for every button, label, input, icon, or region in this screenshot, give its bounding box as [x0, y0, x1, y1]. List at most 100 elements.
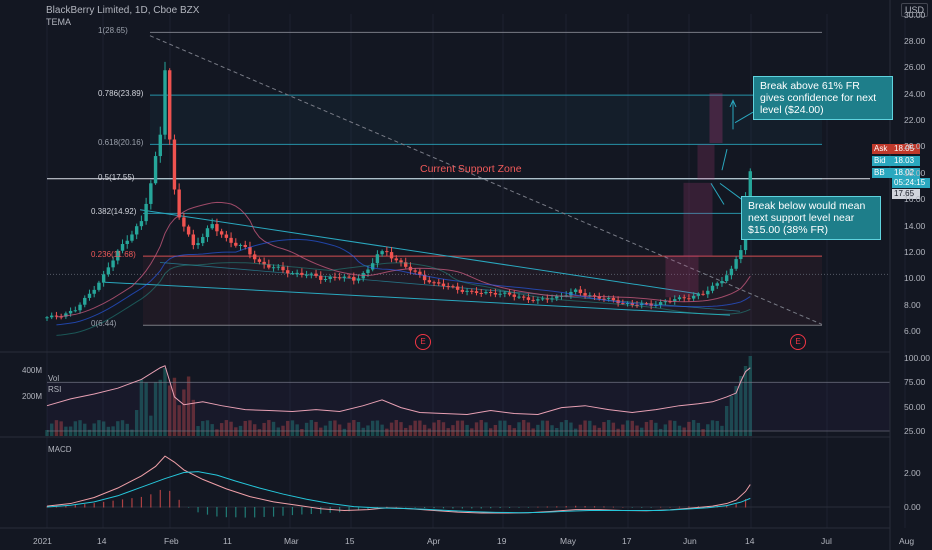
down-arrow	[710, 183, 725, 205]
time-tick-label: May	[560, 536, 577, 546]
candle-body	[134, 226, 139, 235]
volume-bar	[437, 420, 441, 436]
moving-average-line	[56, 201, 751, 318]
candle-body	[366, 269, 370, 274]
chart-title: BlackBerry Limited, 1D, Cboe BZX	[46, 5, 200, 16]
volume-bar	[498, 420, 502, 436]
candle-body	[130, 234, 134, 241]
volume-bar	[488, 428, 493, 436]
volume-bar	[507, 425, 512, 436]
bid-label: Bid	[872, 156, 892, 166]
candle-body	[470, 290, 474, 292]
volume-bar	[106, 426, 111, 436]
candle-body	[503, 292, 507, 294]
candle-body	[92, 289, 96, 294]
volume-label: Vol	[48, 374, 60, 383]
upper-wedge-line	[139, 209, 701, 295]
volume-bar	[569, 422, 573, 436]
candle-body	[413, 270, 417, 272]
volume-bar	[182, 389, 186, 436]
volume-bar	[361, 427, 365, 436]
volume-bar	[319, 427, 323, 436]
volume-bar	[300, 428, 304, 436]
candle-body	[87, 293, 92, 298]
volume-bar	[460, 420, 465, 436]
volume-bar	[573, 428, 578, 436]
grid-lines	[46, 14, 906, 528]
volume-tick-label: 400M	[22, 366, 43, 375]
macd-label: MACD	[48, 445, 72, 454]
candle-body	[488, 291, 493, 293]
price-tick-label: 6.00	[904, 326, 921, 336]
volume-bar	[120, 420, 125, 436]
macd-line	[46, 455, 751, 514]
candle-body	[578, 289, 583, 294]
moving-average-line	[56, 238, 751, 326]
volume-bar	[394, 420, 398, 436]
macd-pane	[46, 455, 890, 518]
candle-body	[352, 277, 356, 281]
volume-bar	[304, 422, 309, 436]
volume-bar	[536, 424, 540, 436]
candle-body	[257, 259, 262, 262]
time-tick-label: Jun	[683, 536, 697, 546]
time-tick-label: Mar	[284, 536, 299, 546]
candle-body	[583, 293, 587, 296]
volume-bar	[673, 420, 677, 436]
candle-body	[116, 250, 120, 261]
callout-break-below: Break below would mean next support leve…	[741, 196, 881, 240]
rsi-tick-label: 50.00	[904, 401, 926, 412]
ask-label: Ask	[872, 144, 892, 154]
candle-body	[404, 262, 408, 267]
volume-bar	[59, 421, 63, 436]
volume-bar	[172, 377, 177, 436]
trend-lines	[104, 35, 823, 325]
currency-label[interactable]: USD	[900, 3, 928, 17]
volume-bar	[734, 386, 738, 436]
candle-body	[715, 283, 719, 286]
volume-bar	[621, 424, 625, 436]
earnings-marker[interactable]: E	[415, 334, 431, 350]
volume-bar	[83, 423, 87, 436]
candle-body	[347, 276, 351, 278]
candle-body	[276, 266, 280, 268]
volume-bar	[295, 424, 299, 436]
candle-body	[696, 293, 701, 296]
candle-body	[658, 302, 663, 305]
volume-bar	[418, 420, 422, 436]
volume-bar	[399, 422, 403, 436]
candle-body	[739, 250, 743, 260]
candle-body	[422, 274, 427, 281]
volume-bar	[309, 420, 314, 436]
lower-wedge-line	[104, 281, 731, 316]
fib-level-label: 0.618(20.16)	[98, 138, 144, 148]
candle-body	[68, 310, 73, 314]
candle-body	[337, 277, 342, 279]
time-tick-label: 14	[97, 536, 107, 546]
candle-body	[536, 299, 540, 301]
channel-line	[159, 262, 741, 312]
candle-body	[106, 267, 111, 275]
other-price: 17.65	[892, 189, 920, 199]
earnings-marker[interactable]: E	[790, 334, 806, 350]
candle-body	[385, 251, 389, 253]
candle-body	[399, 260, 403, 263]
rsi-tick-label: 100.00	[904, 353, 930, 363]
volume-bar	[78, 420, 82, 436]
volume-bar	[484, 422, 488, 436]
volume-bar	[701, 429, 705, 436]
projection-box	[665, 255, 699, 298]
candle-body	[238, 244, 243, 246]
volume-bar	[134, 410, 139, 436]
candle-body	[606, 297, 611, 299]
rsi-band-fill	[47, 382, 890, 431]
candle-body	[724, 275, 729, 282]
volume-bar	[630, 420, 634, 436]
volume-bar	[522, 420, 526, 436]
volume-bar	[125, 423, 129, 436]
candle-body	[224, 234, 229, 238]
candle-body	[333, 276, 337, 278]
volume-bar	[290, 420, 295, 436]
candle-body	[441, 283, 446, 287]
